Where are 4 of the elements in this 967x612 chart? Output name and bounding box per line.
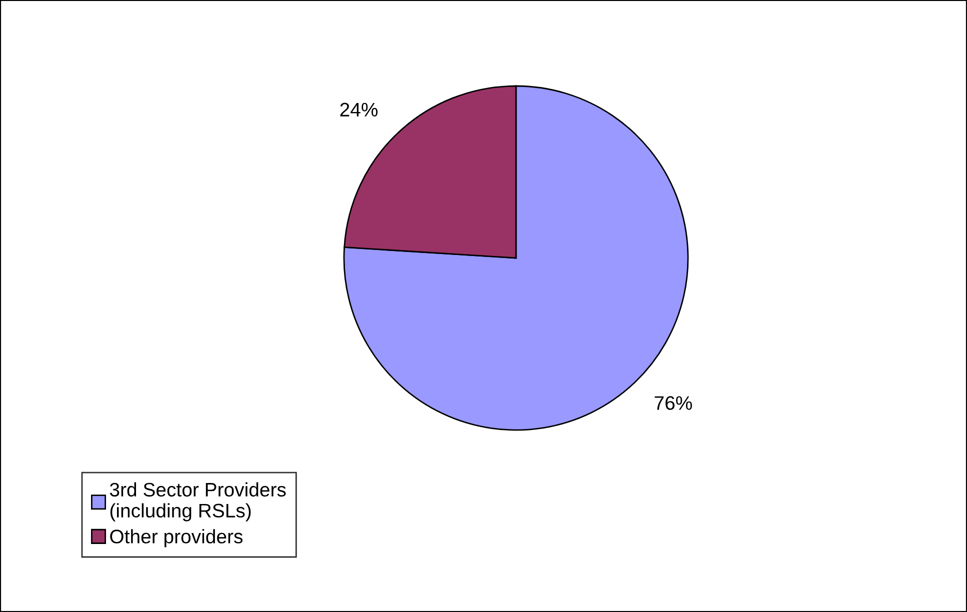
legend-label: Other providers <box>110 529 243 548</box>
data-label: 76% <box>654 396 692 410</box>
data-label: 24% <box>340 102 378 116</box>
legend-label: 3rd Sector Providers (including RSLs) <box>110 482 286 522</box>
